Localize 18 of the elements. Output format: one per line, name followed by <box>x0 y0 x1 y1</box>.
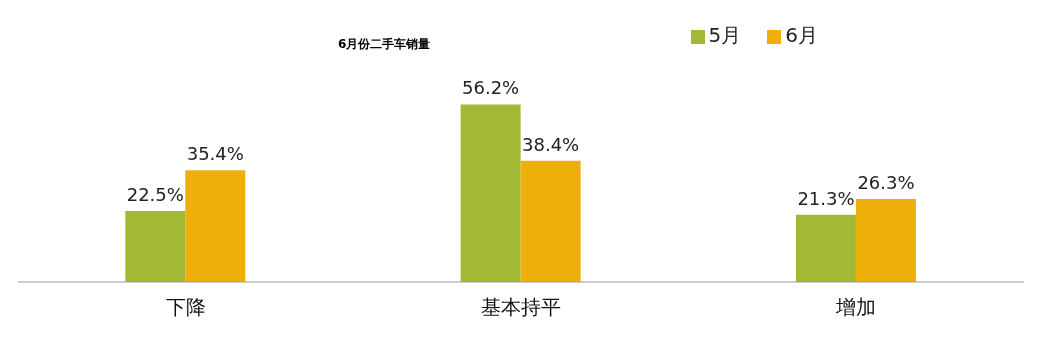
bar <box>460 104 521 282</box>
bar <box>795 214 856 282</box>
legend-label: 6月 <box>785 23 818 47</box>
x-tick-label: 下降 <box>165 295 206 320</box>
data-label: 21.3% <box>797 187 855 209</box>
x-tick-label: 增加 <box>835 295 877 320</box>
legend-label: 5月 <box>708 23 742 47</box>
bar <box>185 170 246 282</box>
data-label: 38.4% <box>522 133 580 155</box>
bar <box>520 160 581 282</box>
x-tick-label: 基本持平 <box>481 295 561 320</box>
chart-title: 6月份二手车销量 <box>338 36 431 53</box>
data-label: 56.2% <box>462 77 520 99</box>
data-label: 22.5% <box>126 183 184 205</box>
bar <box>125 210 186 282</box>
data-label: 26.3% <box>857 171 915 193</box>
data-label: 35.4% <box>186 143 244 165</box>
bar <box>855 198 916 282</box>
